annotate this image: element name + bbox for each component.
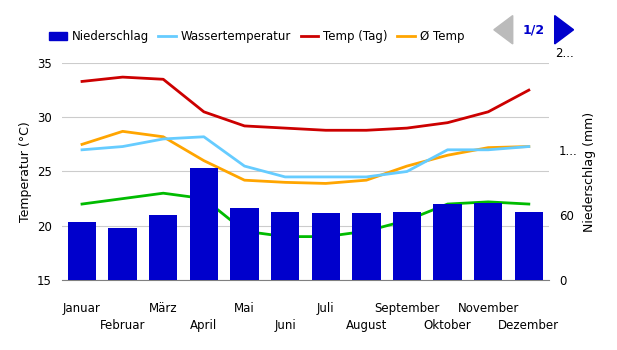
- Text: September: September: [375, 302, 440, 315]
- Bar: [68, 223, 96, 280]
- Bar: [393, 212, 421, 280]
- Text: November: November: [458, 302, 519, 315]
- Bar: [312, 213, 340, 280]
- Text: August: August: [346, 319, 387, 332]
- Bar: [271, 212, 299, 280]
- Bar: [189, 168, 218, 280]
- Text: 2...: 2...: [555, 47, 573, 60]
- Bar: [149, 215, 178, 280]
- Y-axis label: Temperatur (°C): Temperatur (°C): [19, 121, 31, 222]
- Text: Februar: Februar: [100, 319, 146, 332]
- Text: Juli: Juli: [317, 302, 334, 315]
- Text: April: April: [190, 319, 217, 332]
- Bar: [230, 208, 259, 280]
- Text: Januar: Januar: [63, 302, 101, 315]
- Bar: [352, 213, 381, 280]
- Legend: Niederschlag, Wassertemperatur, Temp (Tag), Ø Temp: Niederschlag, Wassertemperatur, Temp (Ta…: [44, 26, 469, 48]
- Text: Oktober: Oktober: [424, 319, 471, 332]
- Text: Juni: Juni: [274, 319, 296, 332]
- Text: Mai: Mai: [234, 302, 255, 315]
- Bar: [433, 204, 462, 280]
- Text: 1/2: 1/2: [523, 23, 545, 36]
- Polygon shape: [494, 15, 513, 44]
- Bar: [474, 203, 502, 280]
- Y-axis label: Niederschlag (mm): Niederschlag (mm): [583, 111, 596, 232]
- Bar: [109, 228, 137, 280]
- Bar: [515, 212, 543, 280]
- Text: Dezember: Dezember: [499, 319, 560, 332]
- Text: März: März: [149, 302, 178, 315]
- Polygon shape: [555, 15, 574, 44]
